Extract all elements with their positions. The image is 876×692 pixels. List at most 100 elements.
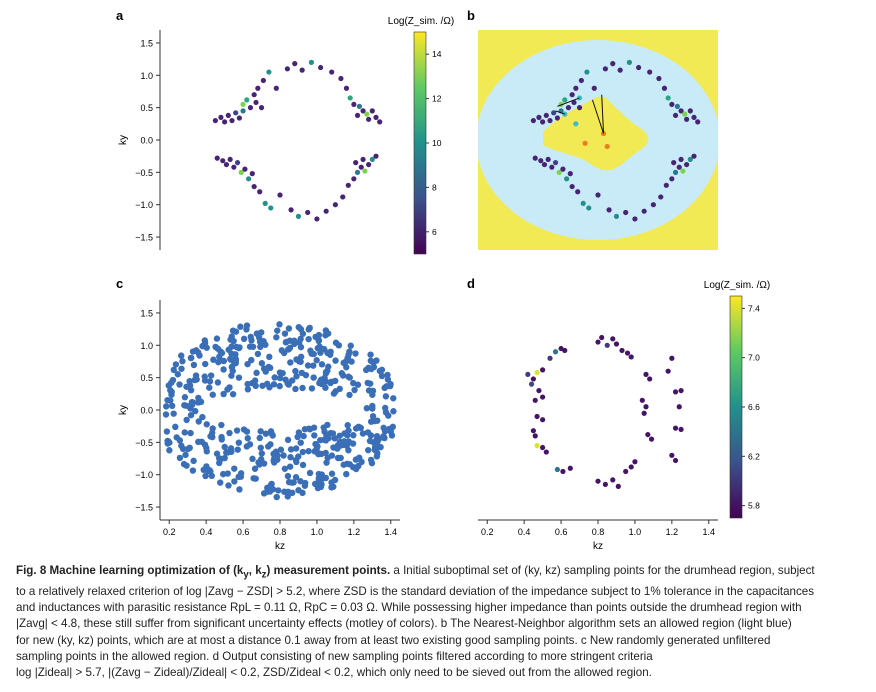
panel-c-point bbox=[164, 396, 171, 404]
panel-d-point bbox=[672, 389, 679, 395]
panel-c-point bbox=[247, 333, 254, 341]
panel-c-point bbox=[229, 390, 237, 398]
panel-b-existing-point bbox=[684, 161, 690, 168]
panel-c-point bbox=[273, 493, 280, 501]
y-tick-label: 0.5 bbox=[140, 373, 153, 383]
panel-d-point bbox=[534, 413, 540, 420]
panel-c-point bbox=[170, 366, 177, 374]
colorbar-d-ticks: 7.4 7.0 6.6 6.2 5.8 bbox=[742, 303, 760, 511]
panel-c-point bbox=[299, 489, 306, 497]
panel-c-point bbox=[252, 475, 259, 482]
panel-a-point bbox=[266, 69, 272, 75]
panel-a-point bbox=[251, 92, 257, 98]
panel-a-point bbox=[323, 208, 329, 214]
panel-b-existing-point bbox=[613, 213, 620, 219]
panel-c-point bbox=[280, 452, 287, 459]
panel-a-point bbox=[257, 189, 263, 195]
panel-b-existing-point bbox=[530, 117, 536, 124]
panel-c-point bbox=[180, 460, 188, 468]
y-tick-label: −1.0 bbox=[135, 470, 153, 480]
panel-c-point bbox=[332, 357, 339, 364]
panel-c-point bbox=[388, 432, 396, 439]
panel-c-point bbox=[262, 430, 270, 437]
panel-c-point bbox=[192, 372, 200, 379]
panel-c-point bbox=[209, 429, 216, 437]
panel-c-point bbox=[176, 381, 183, 388]
panel-c-point bbox=[367, 357, 375, 364]
panel-c-point bbox=[228, 333, 235, 340]
panel-c-point bbox=[313, 333, 321, 341]
panel-c-point bbox=[340, 461, 347, 468]
panel-c-point bbox=[345, 373, 352, 380]
colorbar-tick-label: 6.2 bbox=[748, 451, 760, 461]
panel-c-point bbox=[220, 366, 227, 373]
panel-c-point bbox=[293, 458, 300, 466]
panel-d-point bbox=[669, 452, 675, 458]
colorbar-a-gradient bbox=[413, 31, 427, 255]
panel-c-point bbox=[167, 387, 174, 394]
panel-d-point bbox=[532, 397, 538, 403]
panel-c-point bbox=[328, 470, 336, 477]
y-tick-label: −1.0 bbox=[135, 200, 153, 210]
panel-c-point bbox=[260, 460, 268, 467]
panel-c-point bbox=[206, 384, 213, 391]
panel-d-point bbox=[624, 350, 631, 356]
panel-c-point bbox=[286, 344, 294, 352]
panel-a-point bbox=[364, 111, 370, 117]
panel-c-point bbox=[363, 405, 371, 412]
panel-c-point bbox=[276, 382, 283, 390]
panel-b-existing-point bbox=[547, 117, 553, 124]
panel-c-point bbox=[266, 353, 273, 361]
panel-c-point bbox=[352, 456, 360, 463]
panel-a-point bbox=[332, 202, 338, 208]
panel-c-point bbox=[293, 373, 300, 380]
panel-c-point bbox=[311, 432, 318, 439]
panel-c-point bbox=[284, 380, 291, 387]
panel-a-point bbox=[277, 192, 283, 198]
panel-label-d: d bbox=[467, 276, 475, 291]
panel-c-point bbox=[311, 480, 319, 488]
panel-a-point bbox=[314, 216, 320, 222]
panel-c-point bbox=[316, 450, 323, 457]
panel-a-point bbox=[214, 155, 220, 161]
panel-c-point bbox=[344, 355, 351, 362]
panel-d-point bbox=[676, 404, 682, 410]
panel-a-point bbox=[366, 116, 372, 122]
panel-c-point bbox=[292, 385, 299, 393]
panel-c-point bbox=[253, 369, 260, 377]
panel-c-point bbox=[336, 432, 343, 439]
panel-c-axes: 1.5 1.0 0.5 0.0 −0.5 −1.0 −1.5 0.2 0.4 0.6 0.8 1.0… bbox=[118, 300, 400, 552]
panel-c-point bbox=[246, 343, 254, 350]
panel-c-point bbox=[224, 470, 231, 477]
panel-d-point bbox=[543, 449, 549, 455]
panel-c-point bbox=[252, 382, 259, 390]
panel-c-point bbox=[269, 432, 276, 439]
panel-c-point bbox=[221, 443, 228, 451]
colorbar-tick-label: 12 bbox=[432, 94, 442, 104]
panel-a-point bbox=[360, 108, 366, 114]
panel-d-point bbox=[613, 341, 620, 347]
panel-d-point bbox=[530, 376, 536, 382]
panel-c-point bbox=[346, 461, 353, 468]
x-tick-label: 0.8 bbox=[274, 527, 287, 537]
panel-b-existing-point bbox=[687, 108, 693, 114]
panel-b-existing-point bbox=[538, 158, 544, 164]
y-tick-label: −0.5 bbox=[135, 438, 153, 448]
panel-c-point bbox=[248, 356, 255, 364]
panel-c-point bbox=[206, 378, 214, 385]
panel-d-point bbox=[540, 444, 546, 451]
panel-a-point bbox=[227, 156, 233, 163]
panel-c-point bbox=[240, 426, 248, 433]
panel-c-point bbox=[265, 443, 272, 450]
panel-b-existing-point bbox=[551, 110, 557, 116]
colorbar-tick-label: 6 bbox=[432, 227, 437, 237]
panel-b-existing-point bbox=[672, 112, 679, 119]
panel-a-point bbox=[262, 200, 268, 207]
panel-c-point bbox=[297, 439, 304, 446]
panel-b-neighbor-lines bbox=[555, 94, 605, 134]
panel-b-existing-point bbox=[687, 156, 693, 163]
panel-c-point bbox=[183, 383, 190, 390]
panel-c-point bbox=[195, 438, 202, 446]
panel-b-existing-point bbox=[560, 166, 566, 172]
panel-b-existing-point bbox=[671, 160, 677, 166]
